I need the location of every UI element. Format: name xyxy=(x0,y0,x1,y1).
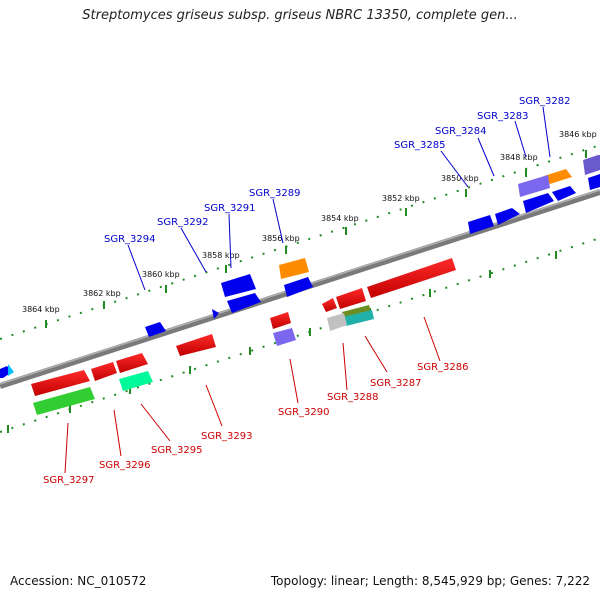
forward-leader-lines xyxy=(127,106,551,291)
forward-tick-track xyxy=(0,144,600,340)
gene-arrow[interactable] xyxy=(91,362,117,381)
gene-arrow[interactable] xyxy=(367,258,456,298)
reverse-gene-arrows[interactable] xyxy=(31,258,456,415)
kbp-label: 3850 kbp xyxy=(441,174,479,183)
kbp-label: 3856 kbp xyxy=(262,234,300,243)
gene-arrow[interactable] xyxy=(33,387,95,415)
gene-label[interactable]: SGR_3283 xyxy=(477,111,529,122)
gene-label[interactable]: SGR_3289 xyxy=(249,188,301,199)
gene-label[interactable]: SGR_3294 xyxy=(104,234,156,245)
gene-arrow[interactable] xyxy=(518,175,550,197)
forward-major-ticks xyxy=(45,150,587,328)
reverse-leader-lines xyxy=(64,316,441,474)
gene-arrow[interactable] xyxy=(279,258,309,279)
kbp-label: 3864 kbp xyxy=(22,305,60,314)
gene-label[interactable]: SGR_3295 xyxy=(151,445,203,456)
map-title: Streptomyces griseus subsp. griseus NBRC… xyxy=(82,8,518,23)
gene-label[interactable]: SGR_3297 xyxy=(43,475,95,486)
gene-arrow[interactable] xyxy=(523,193,554,213)
gene-label[interactable]: SGR_3293 xyxy=(201,431,253,442)
kbp-label: 3858 kbp xyxy=(202,251,240,260)
gene-arrow[interactable] xyxy=(270,312,291,329)
gene-label[interactable]: SGR_3296 xyxy=(99,460,151,471)
gene-arrow[interactable] xyxy=(119,371,153,391)
gene-label[interactable]: SGR_3285 xyxy=(394,140,446,151)
kbp-label: 3854 kbp xyxy=(321,214,359,223)
gene-arrow[interactable] xyxy=(495,208,520,225)
gene-arrow[interactable] xyxy=(221,274,256,297)
gene-arrow[interactable] xyxy=(145,322,166,337)
gene-arrow[interactable] xyxy=(336,288,366,309)
gene-label[interactable]: SGR_3290 xyxy=(278,407,330,418)
gene-arrow[interactable] xyxy=(322,298,337,312)
gene-label[interactable]: SGR_3291 xyxy=(204,203,256,214)
gene-arrow[interactable] xyxy=(116,353,148,373)
gene-arrow[interactable] xyxy=(343,310,374,326)
gene-label[interactable]: SGR_3286 xyxy=(417,362,469,373)
forward-gene-arrows[interactable] xyxy=(0,155,600,378)
gene-arrow[interactable] xyxy=(588,174,600,190)
kbp-label: 3860 kbp xyxy=(142,270,180,279)
gene-arrow[interactable] xyxy=(8,364,14,376)
gene-arrow[interactable] xyxy=(544,169,572,184)
gene-arrow[interactable] xyxy=(284,277,313,297)
gene-arrow[interactable] xyxy=(176,334,216,356)
gene-arrow[interactable] xyxy=(212,309,219,319)
gene-arrow[interactable] xyxy=(327,313,347,331)
kbp-label: 3852 kbp xyxy=(382,194,420,203)
gene-label[interactable]: SGR_3292 xyxy=(157,217,209,228)
gene-label[interactable]: SGR_3288 xyxy=(327,392,379,403)
kbp-label: 3862 kbp xyxy=(83,289,121,298)
gene-arrow[interactable] xyxy=(583,155,600,175)
gene-label[interactable]: SGR_3284 xyxy=(435,126,487,137)
gene-arrow[interactable] xyxy=(31,370,90,396)
kbp-label: 3848 kbp xyxy=(500,153,538,162)
genome-summary-text: Topology: linear; Length: 8,545,929 bp; … xyxy=(270,574,590,588)
accession-text: Accession: NC_010572 xyxy=(10,574,147,588)
gene-arrow[interactable] xyxy=(227,293,261,313)
gene-arrow[interactable] xyxy=(468,215,494,234)
gene-label[interactable]: SGR_3282 xyxy=(519,96,571,107)
gene-arrow[interactable] xyxy=(273,328,296,346)
gene-arrow[interactable] xyxy=(552,186,576,201)
gene-label[interactable]: SGR_3287 xyxy=(370,378,422,389)
kbp-label: 3846 kbp xyxy=(559,130,597,139)
